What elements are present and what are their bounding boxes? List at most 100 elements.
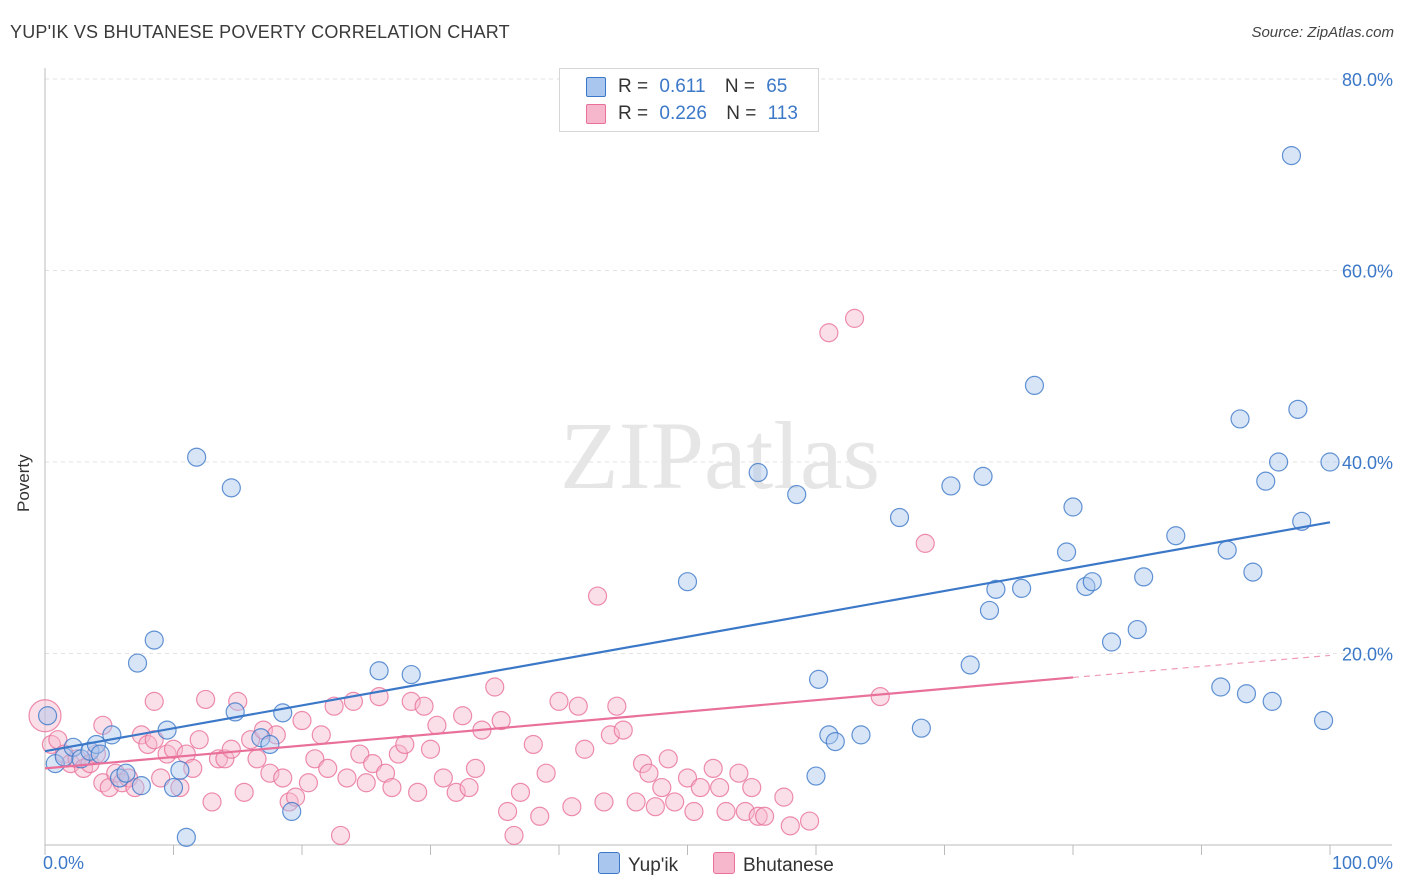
bhutanese-point (234, 782, 254, 802)
legend-n-value: 113 (767, 103, 798, 124)
bhutanese-point (375, 763, 396, 783)
bhutanese-point (453, 706, 473, 726)
bhutanese-trend-extension (1072, 654, 1331, 679)
bhutanese-point (729, 763, 749, 783)
bhutanese-point (221, 739, 241, 759)
yupik-point (127, 653, 148, 673)
bhutanese-point (414, 696, 434, 716)
bhutanese-point (266, 725, 286, 745)
bhutanese-point (215, 749, 235, 769)
legend-n-label: N = (726, 103, 757, 124)
yupik-point (677, 572, 698, 592)
yupik-point (1281, 146, 1302, 166)
bhutanese-point (703, 758, 723, 779)
yupik-point (1011, 578, 1032, 598)
grid-lines (45, 78, 1392, 654)
axes (44, 68, 1392, 855)
yupik-point (808, 669, 829, 689)
yupik-point (973, 466, 993, 486)
bhutanese-point (260, 763, 280, 783)
yupik-point (1211, 677, 1231, 697)
y-tick-label: 80.0% (1342, 70, 1393, 90)
bhutanese-point (285, 787, 306, 807)
bhutanese-point (273, 768, 293, 788)
legend-row-1: R = 0.611 N = 65 (618, 76, 787, 98)
yupik-point (1166, 526, 1186, 546)
yupik-point (37, 706, 58, 726)
bhutanese-point (754, 806, 775, 826)
bhutanese-point (202, 792, 222, 812)
bottom-legend-label-bhutanese: Bhutanese (743, 855, 834, 876)
yupik-point (116, 763, 136, 783)
yupik-point (1268, 452, 1289, 472)
chart-title: YUP'IK VS BHUTANESE POVERTY CORRELATION … (10, 22, 510, 42)
bhutanese-point (485, 677, 505, 697)
yupik-point (979, 600, 1000, 621)
yupik-point (787, 484, 807, 505)
bhutanese-point (677, 768, 698, 788)
bhutanese-point (170, 777, 190, 798)
legend: R = 0.611 N = 65 R = 0.226 N = 113 (559, 68, 819, 132)
bottom-legend-bhutanese: Bhutanese (713, 852, 834, 877)
yupik-point (825, 731, 845, 752)
yupik-point (986, 579, 1006, 599)
bhutanese-point (600, 725, 621, 745)
bottom-legend-yupik: Yup'ik (598, 852, 678, 877)
bhutanese-point (844, 308, 865, 328)
bhutanese-point (799, 811, 820, 831)
yupik-point (1256, 471, 1276, 491)
bhutanese-point (292, 710, 312, 731)
bhutanese-point (748, 806, 768, 826)
bhutanese-point (388, 744, 408, 764)
bhutanese-point (568, 696, 588, 716)
bottom-legend-swatch-blue (598, 852, 620, 874)
x-tick-label: 0.0% (43, 853, 84, 873)
bhutanese-point (607, 696, 627, 716)
bhutanese-point (613, 720, 633, 740)
bhutanese-point (382, 777, 402, 798)
bhutanese-point (356, 773, 376, 793)
yupik-point (170, 760, 190, 780)
yupik-point (851, 725, 871, 745)
bhutanese-point (311, 725, 331, 745)
bhutanese-point (530, 806, 550, 826)
bhutanese-point (446, 782, 466, 802)
yupik-point (1134, 567, 1154, 587)
yupik-point (806, 766, 826, 786)
bhutanese-point (632, 754, 653, 774)
yupik-point (1063, 497, 1083, 517)
legend-swatch-blue (586, 77, 606, 97)
bhutanese-point (870, 686, 890, 707)
x-tick-label: 100.0% (1332, 853, 1393, 873)
bhutanese-point (433, 768, 453, 788)
bhutanese-point (536, 763, 556, 783)
bhutanese-point (144, 691, 164, 711)
yupik-point (1230, 409, 1250, 429)
y-axis-label-wrap: Poverty (14, 454, 38, 512)
legend-r-label: R = (618, 103, 649, 124)
yupik-point (1101, 632, 1122, 652)
bhutanese-point (196, 689, 216, 710)
bhutanese-point (594, 792, 614, 812)
bhutanese-points (28, 308, 935, 846)
bhutanese-point (690, 777, 710, 798)
bhutanese-point (330, 825, 351, 846)
bhutanese-point (645, 797, 665, 817)
yupik-point (369, 661, 389, 681)
yupik-point (131, 776, 151, 796)
bhutanese-point (665, 792, 685, 812)
yupik-point (163, 777, 184, 798)
bhutanese-point (716, 801, 736, 822)
bhutanese-trend-line (44, 676, 1074, 770)
yupik-point (260, 734, 280, 755)
bhutanese-point (163, 739, 184, 759)
bhutanese-point (523, 734, 543, 755)
yupik-point (1082, 572, 1102, 592)
bhutanese-point (658, 749, 678, 769)
bhutanese-point (99, 777, 119, 798)
bhutanese-point (253, 720, 274, 740)
yupik-point (282, 801, 302, 822)
bhutanese-point (465, 758, 486, 779)
yupik-point (1217, 540, 1237, 560)
